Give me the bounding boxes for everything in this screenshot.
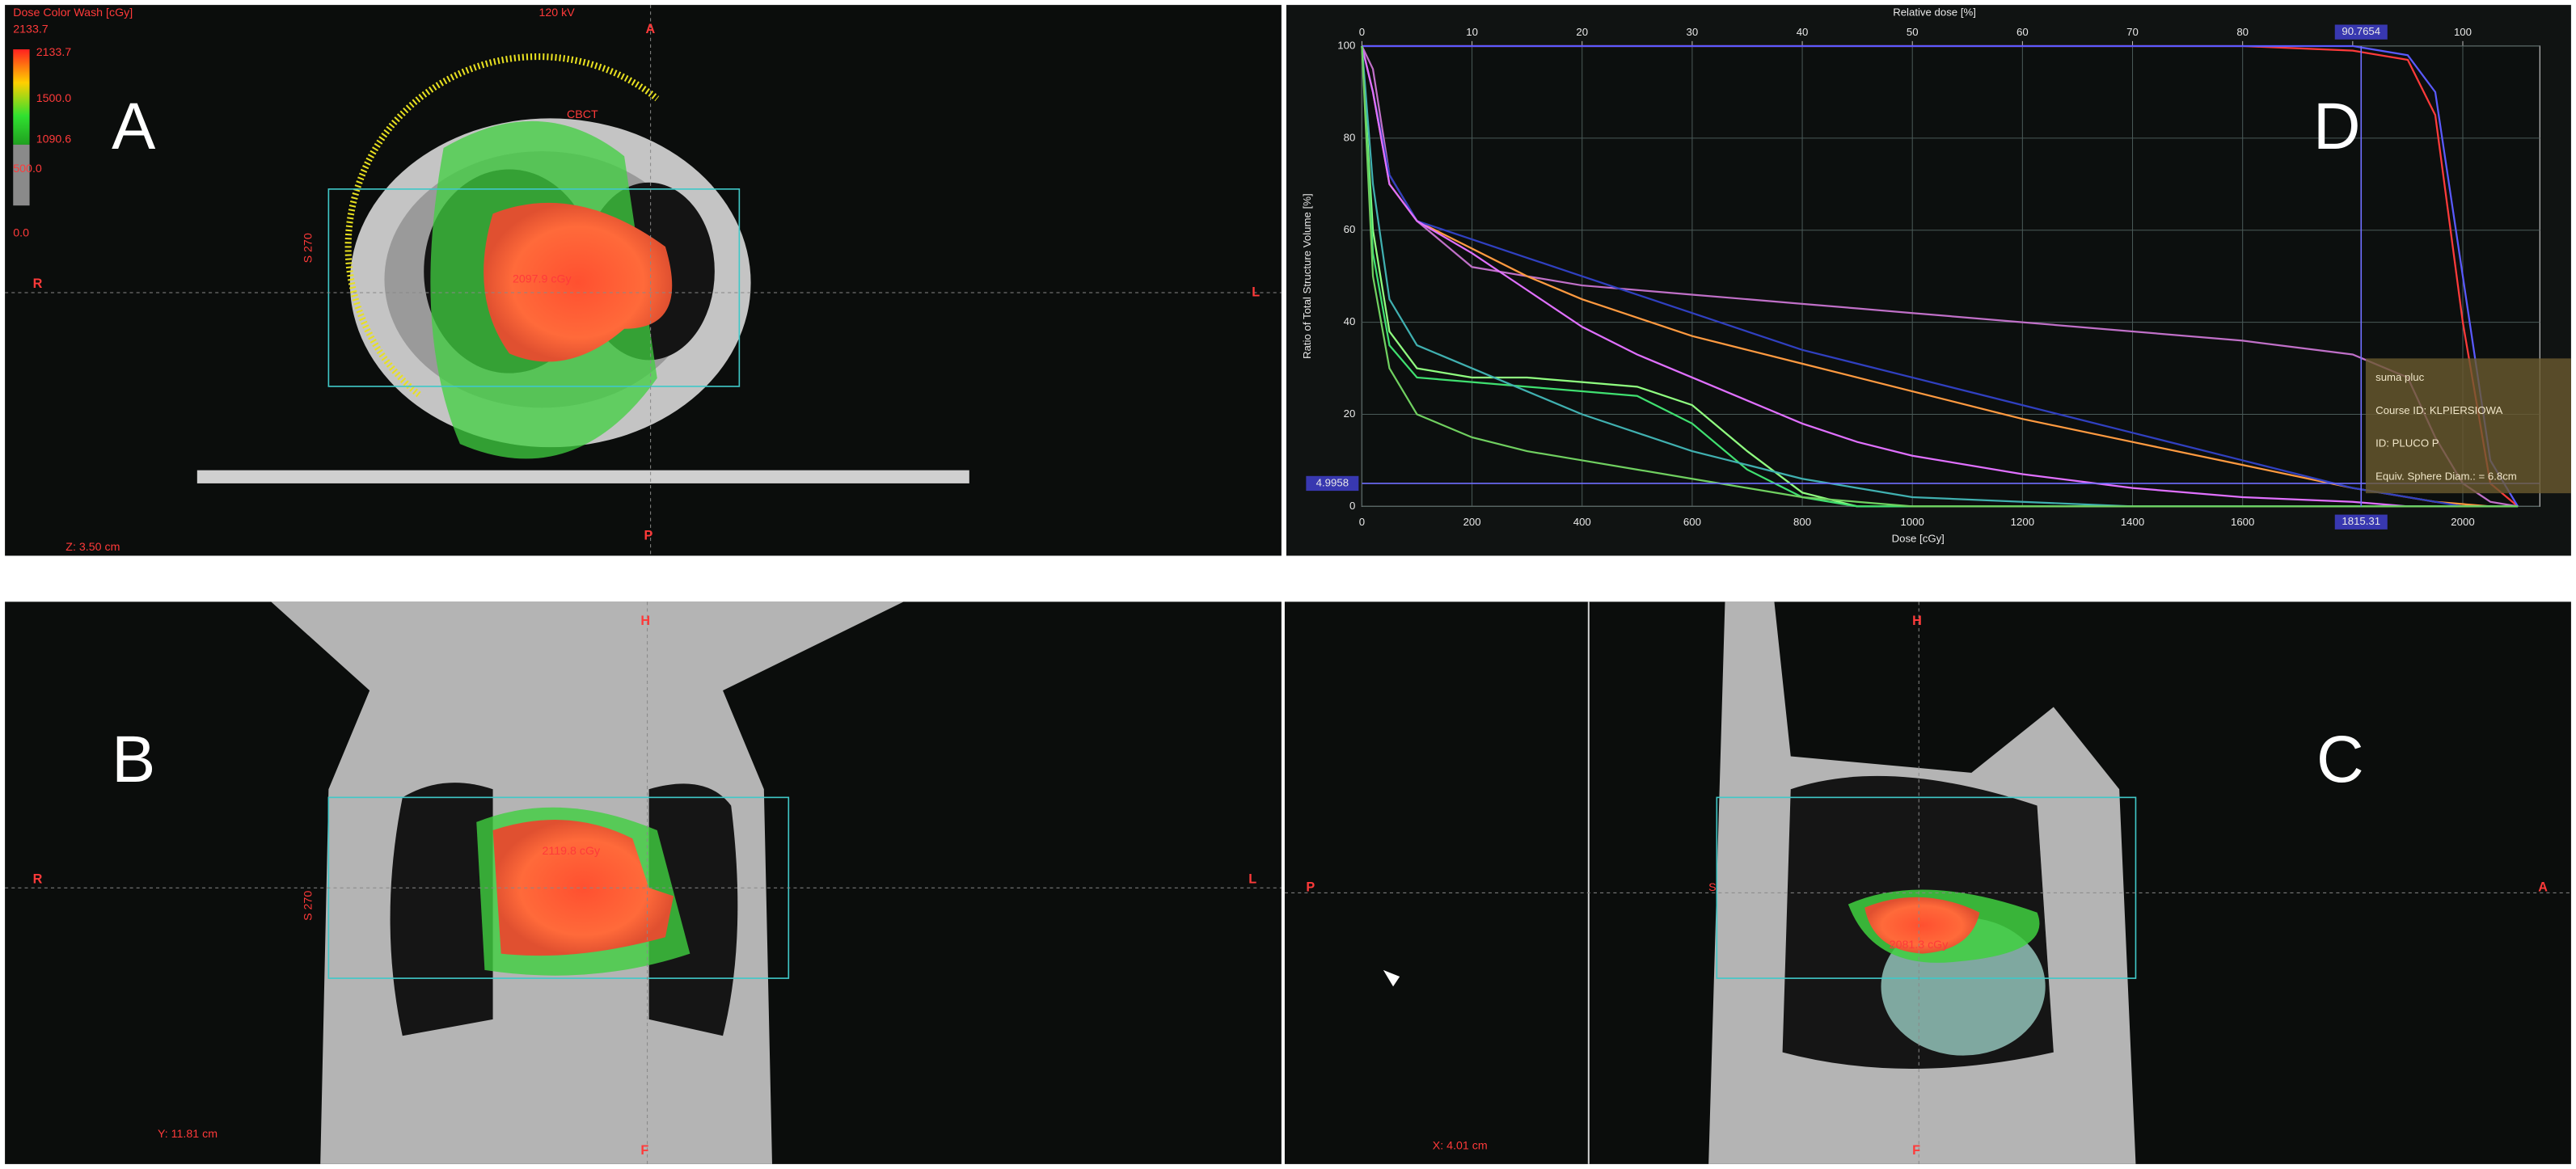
panel-label: A [112,90,156,163]
mouse-cursor [1383,969,1400,987]
legend-text: Equiv. Sphere Diam.: = 6.8cm [2375,470,2517,482]
legend-text: ID: PLUCO P [2375,437,2439,449]
colorbar-title: Dose Color Wash [cGy] [13,6,133,19]
slice-position: Z: 3.50 cm [65,541,120,554]
orientation-right: L [1248,871,1256,886]
dose-wash-high [484,202,673,362]
x2-tick-label: 100 [2454,26,2472,38]
x2-tick-label: 20 [1576,26,1588,38]
plot-area [1361,45,2540,508]
orientation-left: R [33,276,43,291]
x2-axis-title: Relative dose [%] [1893,6,1976,19]
couch [196,470,969,483]
field-size: S 270 [302,891,315,921]
left-lung [648,783,738,1036]
legend-box [2365,358,2571,494]
legend-text: suma pluc [2375,371,2425,383]
dose-max: 2097.9 cGy [513,272,572,285]
y-tick-label: 0 [1349,500,1355,512]
legend-text: Course ID: KLPIERSIOWA [2375,404,2502,416]
dose-wash-high [1864,897,1980,954]
orientation-left: P [1306,880,1315,895]
y-tick-label: 100 [1337,39,1355,51]
x-tick-label: 0 [1359,516,1365,528]
x-tick-label: 2000 [2451,516,2474,528]
x-tick-label: 1000 [1901,516,1924,528]
cursor-label-bg [1306,475,1359,492]
x2-tick-label: 50 [1907,26,1919,38]
y-tick-label: 60 [1344,223,1356,235]
x-tick-label: 1600 [2231,516,2254,528]
x-tick-label: 1400 [2121,516,2144,528]
panel-label: D [2313,90,2361,163]
colorbar [13,49,30,145]
cursor-label-bg [2334,514,2388,530]
dvh-curve [1362,44,2519,507]
orientation-bottom: F [640,1143,648,1158]
x2-tick-label: 40 [1797,26,1809,38]
colorbar-level: 500.0 [13,162,42,175]
dvh-curve [1361,45,2519,508]
field-size: S [1708,881,1716,894]
x-tick-label: 600 [1683,516,1701,528]
dvh-curve [1361,45,2519,508]
orientation-right: A [2538,880,2548,895]
x-axis-title: Dose [cGy] [1892,533,1945,545]
cbct-label: CBCT [567,108,598,121]
orientation-bottom: F [1912,1143,1920,1158]
cursor-dose: 1815.31 [2342,515,2380,527]
slice-position: X: 4.01 cm [1433,1139,1488,1152]
y-tick-label: 40 [1344,315,1356,327]
panel-label: B [112,723,155,796]
cursor-label-bg [2334,24,2388,40]
field-outline [327,188,741,387]
colorbar-level: 1500.0 [36,92,72,105]
colorbar-level: 2133.7 [36,46,72,59]
panel-label: C [2316,723,2364,796]
x2-tick-label: 80 [2236,26,2249,38]
colorbar-level: 1090.6 [36,133,72,146]
orientation-top: A [646,22,656,36]
orientation-top: H [640,614,650,628]
y-tick-label: 20 [1344,407,1356,420]
x-tick-label: 1200 [2011,516,2034,528]
x-tick-label: 200 [1463,516,1481,528]
y-axis-title: Ratio of Total Structure Volume [%] [1301,193,1313,359]
kv-label: 120 kV [538,6,575,19]
y-tick-label: 80 [1344,131,1356,143]
field-size: S 270 [302,233,315,263]
field-outline [1716,796,2137,979]
cursor-volume: 4.9958 [1316,476,1349,488]
orientation-top: H [1912,614,1922,628]
x-tick-label: 400 [1573,516,1591,528]
colorbar-level: 0.0 [13,227,29,240]
colorbar-low [13,144,30,206]
orientation-left: R [33,871,43,886]
cursor-relative: 90.7654 [2342,25,2380,37]
x2-tick-label: 30 [1687,26,1699,38]
orientation-bottom: P [644,528,653,542]
dose-max: 2119.8 cGy [543,845,602,858]
x-tick-label: 800 [1793,516,1811,528]
x2-tick-label: 0 [1359,26,1365,38]
x2-tick-label: 70 [2126,26,2139,38]
right-lung [390,783,493,1036]
orientation-right: L [1252,285,1260,299]
dose-max: 2081.3 cGy [1890,939,1949,952]
slice-position: Y: 11.81 cm [158,1128,217,1141]
colorbar-level: 2133.7 [13,23,49,36]
x2-tick-label: 60 [2016,26,2029,38]
x2-tick-label: 10 [1466,26,1478,38]
